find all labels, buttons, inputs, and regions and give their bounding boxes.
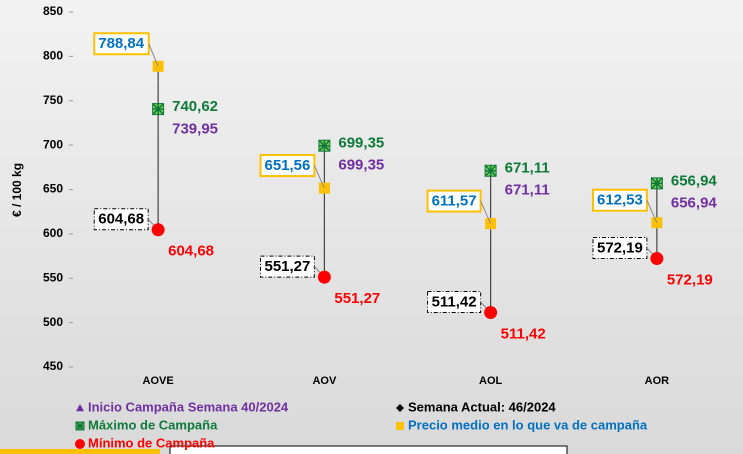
value-label: 671,11 <box>505 160 550 177</box>
y-tick-label: 500 <box>43 315 63 329</box>
y-tick-label: 600 <box>43 226 63 240</box>
value-label: 511,42 <box>432 293 477 310</box>
legend-label: Máximo de Campaña <box>88 417 218 432</box>
marker-star <box>75 421 85 431</box>
marker <box>76 404 84 412</box>
y-tick-label: 850 <box>43 4 63 18</box>
marker <box>650 252 664 266</box>
legend-label: Precio medio en lo que va de campaña <box>408 417 648 432</box>
marker <box>75 439 85 449</box>
value-label: 551,27 <box>264 258 310 275</box>
x-tick-label: AOL <box>479 375 503 387</box>
value-label: 656,94 <box>671 194 718 211</box>
marker-star <box>152 103 165 116</box>
value-label: 651,56 <box>264 157 310 174</box>
value-label: 572,19 <box>667 272 713 289</box>
value-label: 740,62 <box>172 98 218 115</box>
legend-item: Inicio Campaña Semana 40/2024 <box>76 399 289 414</box>
legend-label: Inicio Campaña Semana 40/2024 <box>88 399 289 414</box>
leader-line <box>646 200 658 223</box>
legend-item: Semana Actual: 46/2024 <box>396 399 556 414</box>
value-label: 551,27 <box>334 290 380 307</box>
leader-line <box>148 43 159 67</box>
value-label: 788,84 <box>98 35 145 52</box>
y-tick-label: 550 <box>43 270 63 284</box>
empty-box <box>169 445 568 454</box>
value-label: 739,95 <box>172 121 218 138</box>
y-tick-label: 450 <box>43 359 63 373</box>
accent-stripe <box>0 449 160 454</box>
value-label: 612,53 <box>597 192 643 209</box>
marker-star <box>484 164 497 177</box>
y-axis-label: € / 100 kg <box>10 163 24 217</box>
marker <box>396 422 404 430</box>
x-tick-label: AOR <box>645 375 670 387</box>
legend-item: Mínimo de Campaña <box>75 435 215 450</box>
value-label: 604,68 <box>168 243 214 260</box>
marker-star <box>318 139 331 152</box>
marker <box>484 305 498 319</box>
leader-line <box>313 165 325 189</box>
marker <box>151 223 165 237</box>
x-tick-label: AOV <box>312 375 337 387</box>
legend-label: Semana Actual: 46/2024 <box>408 399 556 414</box>
y-tick-label: 800 <box>43 49 63 63</box>
marker <box>317 270 331 284</box>
marker-star <box>650 177 663 190</box>
value-label: 699,35 <box>338 157 384 174</box>
legend-label: Mínimo de Campaña <box>88 435 215 450</box>
legend-item: Precio medio en lo que va de campaña <box>396 417 648 432</box>
y-tick-label: 650 <box>43 182 63 196</box>
value-label: 699,35 <box>338 135 384 152</box>
value-label: 511,42 <box>501 325 546 342</box>
value-label: 604,68 <box>98 211 144 228</box>
legend-item: Máximo de Campaña <box>75 417 218 432</box>
y-tick-label: 700 <box>43 137 63 151</box>
value-label: 611,57 <box>432 193 477 210</box>
x-tick-label: AOVE <box>143 375 174 387</box>
y-tick-label: 750 <box>43 93 63 107</box>
leader-line <box>480 200 492 224</box>
value-label: 656,94 <box>671 172 718 189</box>
value-label: 572,19 <box>597 240 643 257</box>
value-label: 671,11 <box>505 182 550 199</box>
marker <box>396 404 404 412</box>
